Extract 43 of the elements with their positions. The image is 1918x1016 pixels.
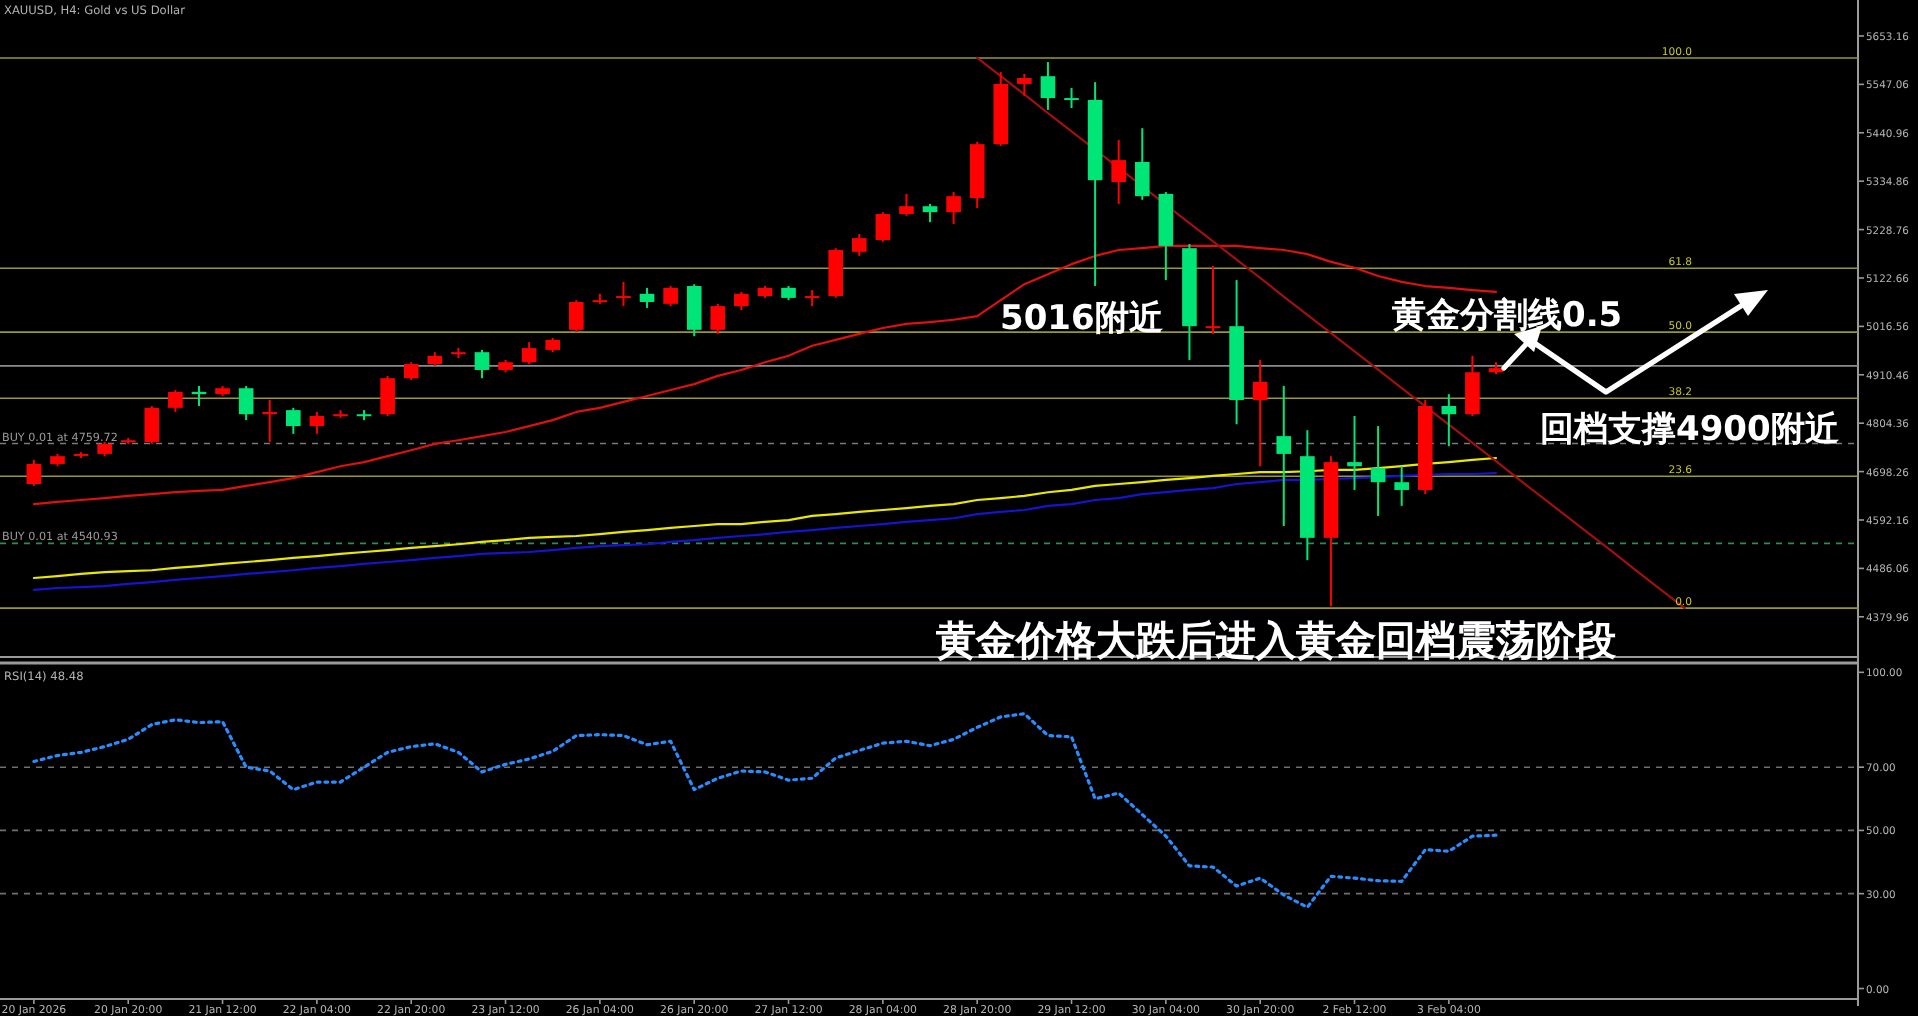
candlestick (26, 458, 42, 487)
candlestick (828, 247, 844, 299)
candlestick (899, 192, 914, 217)
candlestick (1205, 264, 1221, 335)
candlestick (238, 384, 254, 422)
line-series (32, 471, 1498, 591)
candlestick (1064, 87, 1079, 110)
candlestick (568, 299, 584, 334)
candlestick (1347, 415, 1362, 491)
candlestick (285, 406, 301, 435)
candlestick (1441, 393, 1457, 448)
candlestick (521, 341, 537, 366)
candlestick (686, 283, 702, 338)
annotation: 5016附近 (1000, 298, 1165, 339)
candlestick (639, 286, 655, 309)
candlestick (734, 290, 749, 312)
line-series (32, 456, 1498, 580)
candlestick (144, 405, 160, 445)
candlestick (875, 211, 891, 243)
candlestick (946, 191, 961, 225)
candlestick (309, 410, 325, 435)
annotation: 黄金分割线0.5 (1390, 296, 1623, 336)
candlestick (1134, 127, 1150, 201)
annotation: 回档支撑4900附近 (1540, 410, 1841, 450)
candlestick (1111, 139, 1126, 205)
line-series (32, 712, 1498, 909)
candlestick (1276, 384, 1292, 527)
candlestick (1394, 465, 1409, 507)
candlestick (663, 285, 678, 308)
candlestick (851, 233, 867, 257)
candlestick (710, 302, 726, 335)
candlestick (262, 399, 278, 444)
annotation: 黄金价格大跌后进入黄金回档震荡阶段 (934, 616, 1618, 664)
candlestick (168, 389, 183, 413)
candlestick (1465, 354, 1480, 418)
candlestick (1017, 72, 1032, 97)
candlestick (1040, 61, 1056, 111)
candlestick (1252, 358, 1268, 468)
candlestick (616, 280, 631, 308)
candlestick (380, 374, 395, 418)
candlestick (922, 202, 938, 224)
candlestick (1370, 425, 1386, 517)
candlestick (474, 348, 490, 380)
